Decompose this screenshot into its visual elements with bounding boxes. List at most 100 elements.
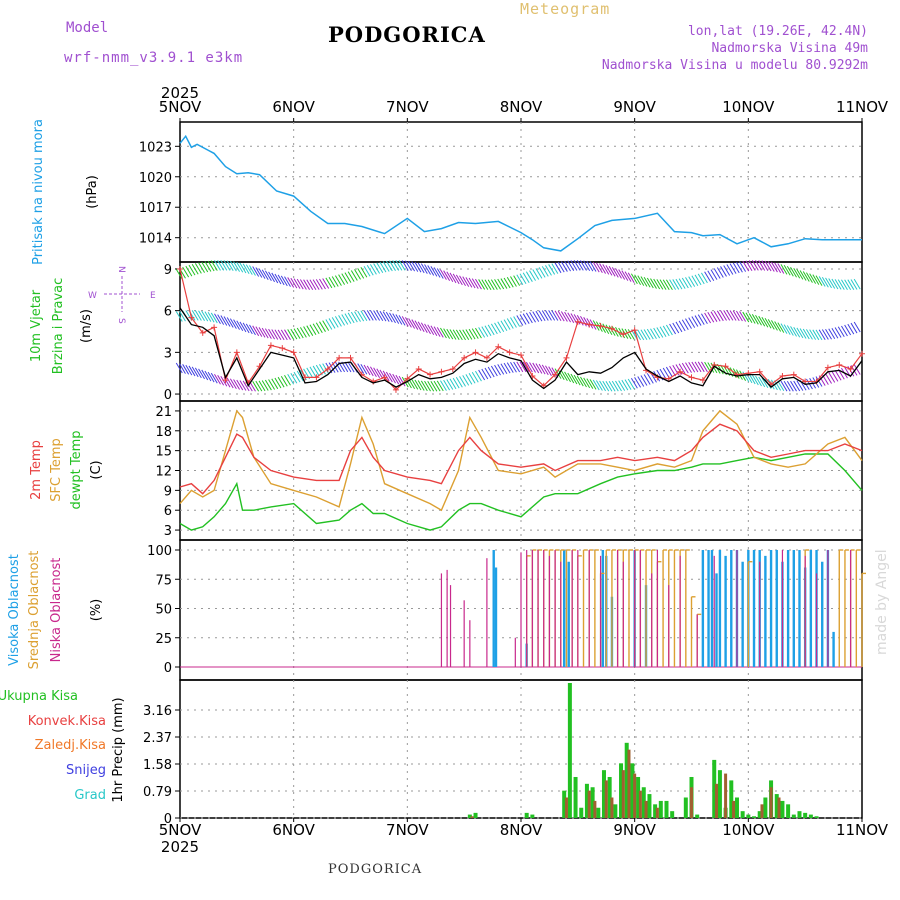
wind-barb [398, 315, 406, 326]
wind-barb [261, 327, 269, 339]
wind-barb [529, 311, 536, 323]
wind-barb [841, 325, 848, 337]
wind-barb [656, 327, 664, 338]
wind-barb [637, 275, 645, 286]
x-tick-label-bottom: 5NOV [159, 821, 202, 839]
wind-barb [239, 380, 247, 391]
pressure-unit: (hPa) [85, 175, 100, 209]
wind-gust-marker [381, 374, 388, 381]
wind-barb [802, 271, 810, 282]
precip-bar-total [734, 797, 739, 818]
wind-barb [710, 311, 718, 322]
wind-barb [796, 380, 804, 391]
wind-barb [678, 363, 686, 375]
wind-barb [551, 263, 559, 274]
wind-barb [379, 261, 387, 273]
wind-barb [322, 278, 330, 289]
wind-barb [395, 314, 403, 325]
wind-barb [315, 279, 323, 290]
precip-bar-total [641, 787, 646, 818]
wind-barb [755, 314, 762, 326]
precip-bar-total [774, 794, 779, 818]
wind-barb [389, 372, 396, 384]
wind-barb [385, 371, 393, 383]
wind-barb [217, 260, 225, 271]
precip-bar-conv [760, 804, 764, 818]
model-name: wrf-nmm_v3.9.1 e3km [64, 50, 244, 66]
wind-barb [605, 380, 613, 392]
wind-gust-marker [211, 324, 218, 331]
temp-unit: (C) [89, 460, 104, 479]
x-tick-label-bottom: 9NOV [613, 821, 656, 839]
wind-barb [611, 380, 619, 392]
wind-barb [748, 313, 756, 324]
wind-barb [694, 361, 702, 373]
precip-unit: 1hr Precip (mm) [111, 697, 126, 802]
wind-barb [411, 319, 419, 330]
wind-barb [236, 379, 244, 391]
wind-barb [465, 277, 473, 288]
wind-barb [662, 367, 670, 379]
wind-barb [580, 316, 587, 327]
wind-barb [653, 327, 661, 339]
wind-barb [229, 260, 237, 272]
wind-barb [538, 310, 546, 322]
wind-barb [793, 268, 801, 279]
y-tick-label: 21 [155, 405, 172, 420]
wind-barb [510, 361, 517, 373]
wind-barb [503, 319, 511, 330]
wind-gust-marker [233, 349, 240, 356]
wind-barb [786, 265, 794, 277]
y-tick-label: 18 [155, 425, 172, 440]
wind-barb [576, 375, 584, 387]
wind-barb [809, 329, 817, 340]
wind-barb [194, 263, 202, 274]
wind-barb [576, 260, 584, 271]
wind-barb [821, 276, 829, 288]
wind-barb [729, 310, 737, 321]
wind-barb [443, 270, 451, 281]
wind-barb [414, 320, 422, 331]
wind-barb [296, 327, 304, 339]
wind-barb [210, 312, 218, 324]
y-tick-label: 3 [164, 524, 172, 539]
wind-barb [796, 269, 804, 280]
y-tick-label: 9 [164, 263, 172, 278]
wind-barb [764, 318, 772, 329]
precip-bar-total [757, 811, 762, 818]
wind-barb [204, 311, 212, 322]
wind-barb [427, 380, 435, 392]
wind-barb [484, 367, 492, 379]
wind-barb [389, 260, 396, 271]
compass-cross [104, 276, 140, 312]
wind-gust-marker [279, 345, 286, 352]
wind-barb [751, 374, 759, 386]
wind-barb [277, 274, 285, 286]
wind-barb [771, 320, 778, 331]
wind-gust-marker [495, 343, 502, 350]
wind-barb [220, 376, 228, 387]
wind-barb [739, 311, 747, 322]
wind-barb [293, 328, 301, 339]
wind-barb [821, 329, 829, 340]
wind-barb [554, 310, 562, 321]
wind-barb [440, 327, 447, 339]
wind-barb [576, 315, 584, 326]
wind-barb [373, 263, 381, 274]
precip-total-label: Ukupna Kisa [0, 689, 78, 704]
wind-barb [640, 329, 648, 340]
wind-barb [538, 363, 546, 375]
wind-barb [420, 322, 428, 334]
t2m-label: 2m Temp [29, 440, 44, 500]
wind-barb [815, 275, 823, 286]
wind-barb [774, 262, 782, 273]
wind-barb [688, 317, 696, 328]
precip-bar-conv [604, 780, 608, 818]
wind-barb [223, 260, 231, 271]
wind-barb [812, 274, 820, 285]
x-tick-label-bottom: 7NOV [386, 821, 429, 839]
wind-barb [672, 279, 680, 290]
wind-barb [500, 320, 508, 331]
wind-barb [665, 279, 673, 291]
wind-barb [716, 267, 724, 278]
